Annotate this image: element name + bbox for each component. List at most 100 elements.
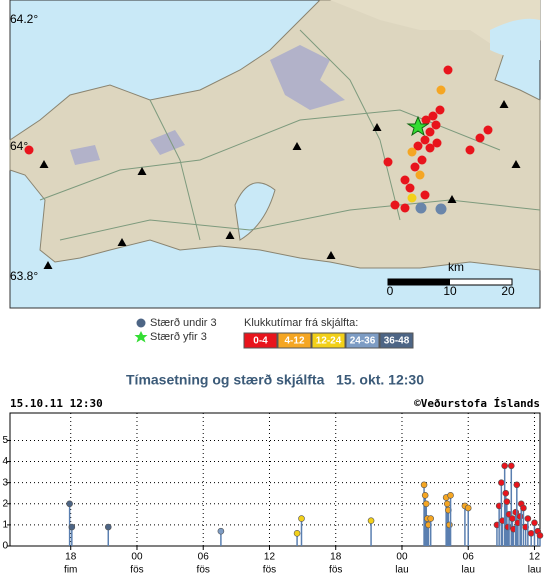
legend-swatch [277, 332, 312, 349]
epicenter [420, 135, 430, 145]
x-tick-day: lau [462, 565, 475, 576]
land [9, 0, 541, 271]
large-quake-star [406, 115, 430, 137]
quake-dot [298, 515, 305, 522]
legend-label: 12-24 [316, 336, 342, 347]
map-legend: Stærð undir 3 Stærð yfir 3 Klukkutímar f… [134, 317, 414, 349]
plot-frame [9, 412, 541, 547]
scale-label: 20 [501, 284, 515, 298]
quake-dot [503, 498, 511, 505]
quake-dot [217, 527, 225, 535]
lava-field [70, 45, 345, 165]
x-tick-day: fös [329, 565, 342, 576]
scale-bar [388, 279, 450, 285]
scale-label: 10 [443, 284, 457, 298]
epicenter [415, 202, 427, 214]
x-tick-label: 00 [396, 552, 408, 563]
x-tick-day: fös [130, 565, 143, 576]
x-tick-label: 18 [330, 552, 342, 563]
quake-dot [507, 462, 515, 470]
legend-swatch [379, 332, 414, 349]
latitude-label: 63.8° [10, 269, 38, 283]
quake-dot [498, 479, 505, 486]
epicenter [390, 200, 400, 210]
epicenter [431, 120, 441, 130]
quake-dot [516, 513, 524, 520]
station [117, 238, 127, 246]
quake-dot [421, 492, 429, 499]
epicenter [425, 143, 435, 153]
epicenter [383, 157, 393, 167]
x-tick-label: 12 [529, 552, 541, 563]
epicenters [24, 65, 521, 269]
station [39, 160, 49, 168]
epicenter [435, 105, 445, 115]
quake-dot [104, 523, 112, 531]
scale-label: 0 [387, 284, 394, 298]
epicenter [435, 203, 447, 215]
quake-dot [501, 462, 508, 470]
quake-dot [504, 523, 512, 531]
x-tick-label: 18 [65, 552, 77, 563]
epicenter [417, 155, 427, 165]
scale-unit: km [448, 260, 464, 274]
quake-dot [443, 500, 451, 508]
x-tick-day: fös [263, 565, 276, 576]
legend-symbol [136, 318, 146, 328]
station [292, 142, 302, 150]
quake-dot [464, 504, 472, 512]
epicenter [421, 115, 431, 125]
station [225, 231, 235, 239]
legend-label: 4-12 [284, 336, 304, 347]
latitude-label: 64.2° [10, 12, 38, 26]
epicenter [483, 125, 493, 135]
epicenter [407, 147, 417, 157]
lake [234, 182, 276, 241]
quake-dot [367, 517, 375, 524]
quake-dot [420, 481, 428, 489]
epicenter [413, 141, 423, 151]
x-tick-label: 00 [131, 552, 143, 563]
credit: ©Veðurstofa Íslands [414, 397, 540, 410]
quake-dot [531, 519, 538, 527]
epicenter [420, 190, 430, 200]
legend-label: 24-36 [350, 336, 376, 347]
station [137, 167, 147, 175]
y-tick-label: 3 [2, 477, 8, 488]
epicenter [425, 127, 435, 137]
legend-label: 0-4 [253, 336, 268, 347]
epicenter [475, 133, 485, 143]
epicenter [400, 203, 410, 213]
quake-dot [536, 532, 544, 539]
epicenter [415, 170, 425, 180]
quake-dot [293, 530, 301, 537]
epicenter [465, 145, 475, 155]
epicenter [436, 85, 446, 95]
quake-dot [509, 515, 516, 522]
legend-swatch [345, 332, 380, 349]
y-tick-label: 4 [2, 456, 8, 467]
epicenter [443, 65, 453, 75]
epicenter [432, 138, 442, 148]
x-tick-label: 06 [463, 552, 475, 563]
quake-dot [68, 523, 76, 531]
timestamp: 15.10.11 12:30 [10, 397, 103, 410]
x-tick-day: fös [197, 565, 210, 576]
legend-label: Stærð undir 3 [150, 317, 217, 329]
x-tick-label: 12 [264, 552, 276, 563]
quake-dot [446, 521, 453, 529]
plot: 01234518fim00fös06fös12fös18fös00lau06la… [2, 412, 544, 576]
y-tick-label: 5 [2, 435, 8, 446]
quake-dot [502, 489, 510, 497]
lake [490, 18, 540, 60]
y-tick-label: 1 [2, 520, 8, 531]
station [447, 195, 457, 203]
quake-dot [524, 515, 532, 522]
legend-title: Klukkutímar frá skjálfta: [244, 317, 358, 329]
legend-label: Stærð yfir 3 [150, 331, 207, 343]
legend-swatch [311, 332, 346, 349]
age-legend: 0-4 4-12 12-24 24-36 36-48 [243, 332, 414, 349]
station [499, 100, 509, 108]
legend-swatch [243, 332, 278, 349]
